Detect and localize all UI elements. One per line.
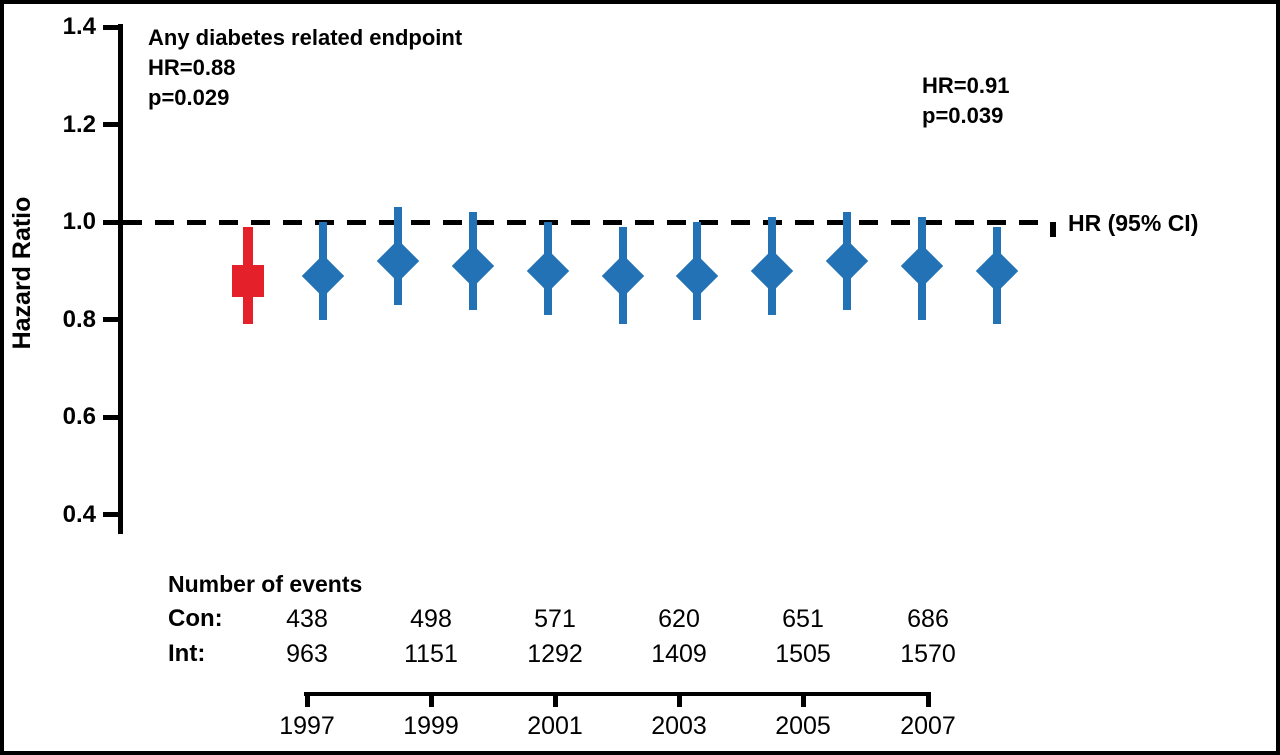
events-value-con: 620 xyxy=(658,605,700,633)
annotation-left: Any diabetes related endpoint HR=0.88 p=… xyxy=(148,23,462,113)
reference-line-label: HR (95% CI) xyxy=(1068,210,1199,236)
y-axis-tick xyxy=(103,219,118,225)
y-axis-tick xyxy=(103,122,118,127)
annotation-right: HR=0.91 p=0.039 xyxy=(922,71,1009,131)
x-axis-tick-label: 1999 xyxy=(403,712,459,740)
reference-dashed-line xyxy=(123,219,1043,225)
y-axis-tick-label: 1.2 xyxy=(62,110,96,138)
events-value-int: 1409 xyxy=(651,640,707,668)
events-value-int: 963 xyxy=(286,640,328,668)
point-marker-diamond xyxy=(376,239,420,283)
events-value-int: 1292 xyxy=(527,640,583,668)
point-marker-diamond xyxy=(751,249,794,292)
point-marker-diamond xyxy=(900,244,944,288)
events-value-con: 498 xyxy=(410,605,452,633)
point-marker-diamond xyxy=(975,249,1019,292)
events-row-label-int: Int: xyxy=(168,640,206,667)
x-axis-line xyxy=(304,692,931,696)
point-marker-diamond xyxy=(601,254,644,297)
y-axis-tick-label: 0.4 xyxy=(62,500,96,528)
x-axis-tick xyxy=(925,692,931,707)
x-axis-tick xyxy=(676,692,682,707)
y-axis-tick-label: 1.0 xyxy=(62,208,96,235)
y-axis-tick xyxy=(103,512,118,517)
y-axis-tick-label: 0.6 xyxy=(62,403,96,430)
point-marker-diamond xyxy=(676,254,719,297)
y-axis-tick xyxy=(103,414,118,420)
events-value-con: 438 xyxy=(286,605,328,633)
x-axis-tick-label: 2003 xyxy=(651,712,707,740)
point-marker-diamond xyxy=(825,239,869,283)
left-p-value: p=0.029 xyxy=(148,85,230,110)
x-axis-tick-label: 2001 xyxy=(527,712,583,740)
x-axis-tick xyxy=(428,692,434,707)
right-hr-value: HR=0.91 xyxy=(922,73,1010,98)
point-marker-diamond xyxy=(526,249,569,292)
events-table-title: Number of events xyxy=(168,571,363,597)
events-value-int: 1151 xyxy=(404,640,458,668)
y-axis-line xyxy=(118,24,123,534)
point-marker-diamond xyxy=(451,244,494,288)
events-value-con: 651 xyxy=(782,605,824,633)
x-axis-tick xyxy=(552,692,558,707)
x-axis-tick-label: 1997 xyxy=(279,712,335,740)
x-axis-tick xyxy=(800,692,806,707)
events-row-label-con: Con: xyxy=(168,605,223,632)
events-value-con: 571 xyxy=(534,605,576,633)
y-axis-title: Hazard Ratio xyxy=(8,196,36,350)
right-p-value: p=0.039 xyxy=(922,103,1004,128)
left-hr-value: HR=0.88 xyxy=(148,55,236,80)
events-value-int: 1570 xyxy=(900,640,956,668)
y-axis-tick xyxy=(103,317,118,322)
y-axis-tick-label: 1.4 xyxy=(62,13,96,40)
x-axis-tick xyxy=(304,692,310,707)
reference-line-endcap xyxy=(1050,222,1056,237)
point-marker-diamond xyxy=(301,254,345,297)
events-value-con: 686 xyxy=(907,605,949,633)
events-value-int: 1505 xyxy=(775,640,831,668)
x-axis-tick-label: 2005 xyxy=(775,712,831,740)
point-marker-square xyxy=(232,264,264,297)
y-axis-tick xyxy=(103,24,118,30)
endpoint-title: Any diabetes related endpoint xyxy=(148,25,463,50)
y-axis-tick-label: 0.8 xyxy=(62,305,96,333)
x-axis-tick-label: 2007 xyxy=(900,712,956,740)
